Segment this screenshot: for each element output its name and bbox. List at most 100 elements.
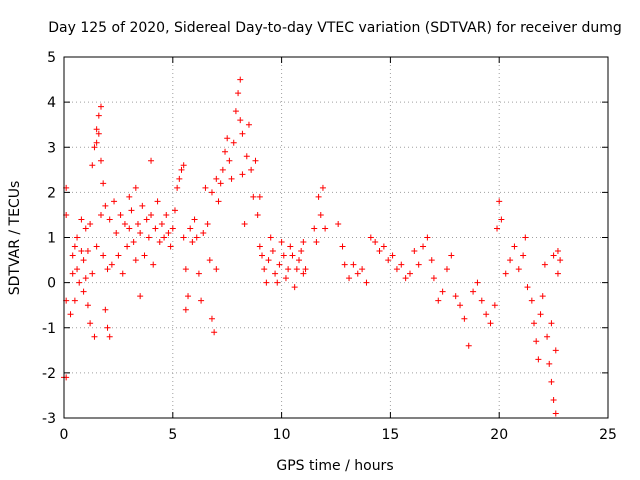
y-axis-label: SDTVAR / TECUs [7, 181, 23, 296]
data-point [174, 184, 181, 191]
data-point [165, 229, 172, 236]
y-tick-label: 3 [47, 140, 56, 156]
data-point [226, 157, 233, 164]
data-point [137, 229, 144, 236]
data-point [293, 266, 300, 273]
data-point [191, 216, 198, 223]
data-point [211, 329, 218, 336]
data-point [71, 243, 78, 250]
data-point [457, 302, 464, 309]
data-point [285, 266, 292, 273]
data-point [102, 306, 109, 313]
data-point [161, 234, 168, 241]
data-point [239, 130, 246, 137]
data-point [100, 252, 107, 259]
data-point [259, 252, 266, 259]
x-tick-label: 25 [599, 427, 617, 443]
data-point [80, 257, 87, 264]
data-point [89, 162, 96, 169]
data-point [180, 234, 187, 241]
data-point [121, 220, 128, 227]
data-point [465, 342, 472, 349]
x-tick-label: 5 [168, 427, 177, 443]
data-point [163, 211, 170, 218]
data-point [544, 333, 551, 340]
data-point [71, 297, 78, 304]
data-point [461, 315, 468, 322]
data-point [289, 252, 296, 259]
data-series [61, 76, 564, 417]
data-point [507, 257, 514, 264]
data-point [524, 284, 531, 291]
data-point [82, 225, 89, 232]
data-point [132, 184, 139, 191]
data-point [195, 270, 202, 277]
data-point [252, 157, 259, 164]
data-point [287, 243, 294, 250]
data-point [398, 261, 405, 268]
data-point [232, 108, 239, 115]
data-point [483, 311, 490, 318]
data-point [522, 234, 529, 241]
data-point [237, 76, 244, 83]
data-point [87, 220, 94, 227]
data-point [84, 248, 91, 255]
data-point [150, 261, 157, 268]
y-tick-label: -2 [42, 366, 56, 382]
data-point [171, 207, 178, 214]
data-point [130, 239, 137, 246]
data-point [102, 202, 109, 209]
data-point [263, 279, 270, 286]
data-point [291, 284, 298, 291]
data-point [272, 270, 279, 277]
y-tick-label: -1 [42, 321, 56, 337]
data-point [167, 243, 174, 250]
data-point [180, 162, 187, 169]
data-point [185, 293, 192, 300]
data-point [346, 275, 353, 282]
data-point [550, 252, 557, 259]
data-point [67, 311, 74, 318]
data-point [84, 302, 91, 309]
data-point [380, 243, 387, 250]
data-point [239, 171, 246, 178]
data-point [535, 356, 542, 363]
data-point [478, 297, 485, 304]
data-point [217, 180, 224, 187]
data-point [548, 320, 555, 327]
data-point [300, 270, 307, 277]
data-point [128, 207, 135, 214]
data-point [97, 103, 104, 110]
data-point [200, 229, 207, 236]
data-point [274, 279, 281, 286]
data-point [208, 315, 215, 322]
data-point [95, 130, 102, 137]
data-point [341, 261, 348, 268]
data-point [158, 220, 165, 227]
data-point [389, 252, 396, 259]
data-point [106, 333, 113, 340]
data-point [89, 270, 96, 277]
data-point [415, 261, 422, 268]
data-point [498, 216, 505, 223]
data-point [78, 248, 85, 255]
data-point [554, 248, 561, 255]
data-point [141, 252, 148, 259]
data-point [137, 293, 144, 300]
x-tick-label: 0 [60, 427, 69, 443]
data-point [428, 257, 435, 264]
data-point [248, 166, 255, 173]
data-point [222, 148, 229, 155]
data-point [541, 261, 548, 268]
data-point [496, 198, 503, 205]
data-point [531, 320, 538, 327]
data-point [91, 333, 98, 340]
data-point [143, 216, 150, 223]
data-point [278, 239, 285, 246]
data-point [219, 166, 226, 173]
data-point [269, 248, 276, 255]
data-point [539, 293, 546, 300]
data-point [494, 225, 501, 232]
data-point [359, 266, 366, 273]
